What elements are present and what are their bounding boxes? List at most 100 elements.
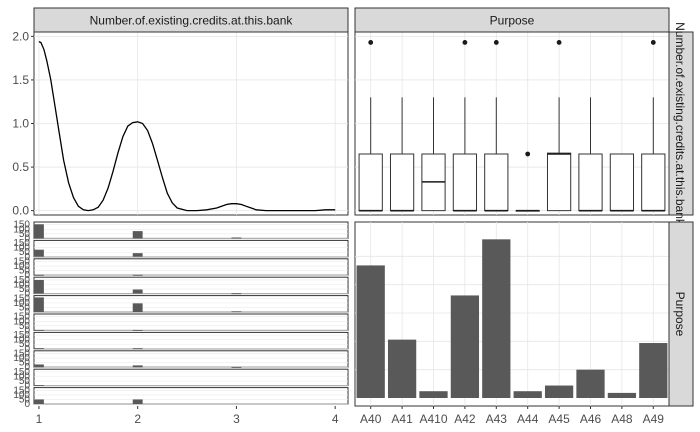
count-bars [356, 239, 668, 398]
x-tick-label-A49: A49 [643, 412, 665, 426]
facet-bar-3 [231, 237, 242, 239]
facet-y-tick-label-3: 150 [13, 220, 30, 231]
bar-A41 [387, 339, 417, 398]
facet-y-tick-label-3: 150 [13, 275, 30, 286]
panel-top-right-side-label: Number.of.existing.credits.at.this.bank [673, 22, 687, 226]
x-tick-label-A44: A44 [517, 412, 539, 426]
facet-y-tick-label-2: 100 [13, 390, 30, 401]
box-A49 [641, 40, 666, 212]
box-A40 [358, 40, 383, 212]
bar-A40 [356, 265, 385, 398]
facet-bar-1 [34, 329, 44, 331]
facet-bar-2 [132, 289, 143, 294]
y-tick-label-2: 1.0 [12, 117, 29, 131]
density-curve [38, 41, 336, 212]
box-A410 [421, 97, 446, 212]
box-body [484, 153, 509, 212]
box-plots [358, 40, 666, 212]
facet-bar-3 [231, 293, 242, 295]
panel-top-left-grid [34, 32, 348, 215]
panel-top-left-strip [33, 7, 349, 33]
box-body [358, 153, 383, 212]
bar-A410 [419, 391, 448, 398]
facet-y-tick-label-1: 50 [19, 302, 31, 313]
facet-bar-2 [132, 274, 143, 276]
facet-bar-1 [34, 224, 44, 239]
panel-top-right: Purpose Number.of.existing.credits.at.th… [354, 7, 694, 226]
box-A42 [452, 40, 478, 212]
facet-bar-1 [34, 385, 44, 386]
x-tick-label-A42: A42 [454, 412, 476, 426]
outlier-point-0 [368, 40, 374, 45]
facet-bar-2 [132, 348, 143, 350]
x-tick-label-0: 1 [36, 412, 43, 426]
facet-bar-3 [231, 366, 242, 368]
x-tick-label-A410: A410 [419, 412, 447, 426]
facet-bar-1 [34, 297, 44, 312]
facet-y-tick-label-0: 0 [24, 381, 30, 392]
facet-y-tick-label-2: 100 [13, 316, 30, 327]
facet-y-tick-label-2: 100 [13, 243, 30, 254]
box-body [578, 153, 603, 212]
facet-y-tick-label-2: 100 [13, 279, 30, 290]
facet-y-tick-label-0: 0 [24, 325, 30, 336]
bar-A44 [513, 391, 542, 398]
facet-y-tick-label-0: 0 [24, 344, 30, 355]
x-tick-label-2: 3 [233, 412, 240, 426]
box-A44 [515, 151, 540, 212]
box-body [389, 153, 415, 212]
facet-bar-2 [132, 231, 143, 239]
facet-y-tick-label-2: 100 [13, 261, 30, 272]
outlier-point-0 [650, 40, 656, 45]
facet-y-tick-label-2: 100 [13, 371, 30, 382]
facet-y-tick-label-1: 50 [19, 229, 31, 240]
box-A41 [389, 97, 415, 212]
y-tick-label-4: 2.0 [12, 29, 29, 43]
facet-bar-1 [34, 399, 44, 404]
box-body [641, 153, 666, 212]
facet-bar-2 [132, 329, 143, 331]
facet-y-tick-label-0: 0 [24, 233, 30, 244]
facet-y-tick-label-2: 100 [13, 298, 30, 309]
x-tick-label-A41: A41 [391, 412, 413, 426]
x-tick-label-1: 2 [134, 412, 141, 426]
bar-A45 [544, 385, 574, 398]
y-tick-label-1: 0.5 [12, 160, 29, 174]
y-tick-label-0: 0.0 [12, 204, 29, 218]
x-tick-label-A48: A48 [611, 412, 633, 426]
facet-y-tick-label-3: 150 [13, 349, 30, 360]
facet-bar-2 [132, 365, 143, 368]
box-A45 [546, 40, 572, 212]
facet-y-tick-label-3: 150 [13, 385, 30, 396]
panel-bottom-right-side-strip [668, 221, 694, 407]
outlier-point-0 [525, 151, 531, 157]
facet-y-tick-label-3: 150 [13, 293, 30, 304]
panel-top-right-title: Purpose [490, 14, 535, 28]
facet-y-tick-label-0: 0 [24, 307, 30, 318]
facet-y-tick-label-1: 50 [19, 321, 31, 332]
x-tick-label-A45: A45 [548, 412, 570, 426]
x-axis-ticks-bottom-left: 1 2 3 4 [36, 406, 339, 426]
facet-bar-1 [34, 274, 44, 276]
facet-bar-1 [34, 364, 44, 368]
x-tick-label-3: 4 [332, 412, 339, 426]
facet-y-tick-label-2: 100 [13, 335, 30, 346]
x-axis-ticks-bottom-right: A40 A41 A410 A42 A43 A44 A45 A46 A48 A49 [360, 406, 664, 426]
facet-y-tick-label-0: 0 [24, 362, 30, 373]
outlier-point-0 [556, 40, 562, 45]
box-A46 [578, 97, 603, 212]
box-body [546, 152, 572, 212]
facet-bar-1 [34, 348, 44, 350]
facet-y-tick-label-1: 50 [19, 376, 31, 387]
bar-A43 [482, 239, 511, 398]
box-body [609, 153, 635, 212]
facet-bar-2 [132, 399, 143, 404]
